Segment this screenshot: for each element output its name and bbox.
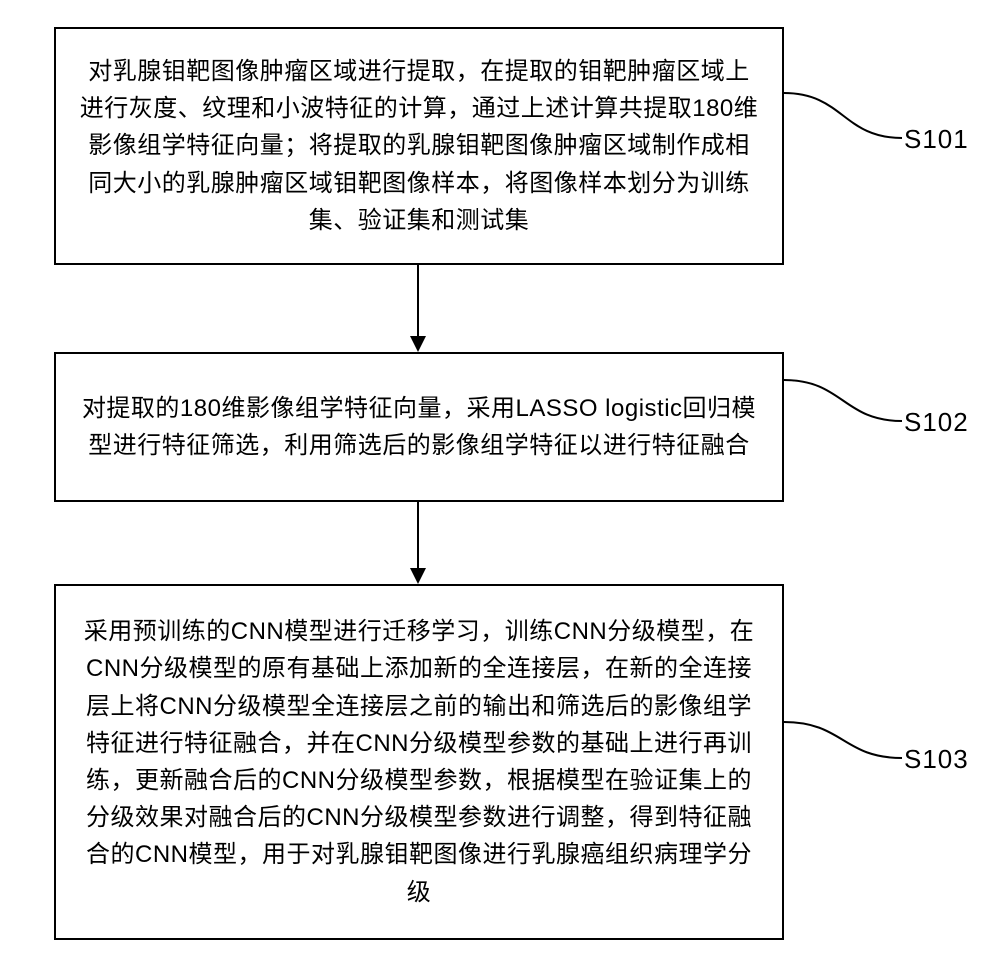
step-box-2: 对提取的180维影像组学特征向量，采用LASSO logistic回归模型进行特… [54, 352, 784, 502]
arrow-1-to-2 [398, 265, 438, 352]
step-text-1: 对乳腺钼靶图像肿瘤区域进行提取，在提取的钼靶肿瘤区域上进行灰度、纹理和小波特征的… [78, 53, 760, 239]
step-box-1: 对乳腺钼靶图像肿瘤区域进行提取，在提取的钼靶肿瘤区域上进行灰度、纹理和小波特征的… [54, 27, 784, 265]
step-box-3: 采用预训练的CNN模型进行迁移学习，训练CNN分级模型，在CNN分级模型的原有基… [54, 584, 784, 940]
arrow-2-to-3 [398, 502, 438, 584]
step-label-s103: S103 [904, 744, 969, 775]
label-connector-2 [784, 350, 906, 451]
label-connector-3 [784, 692, 906, 788]
step-label-s102: S102 [904, 407, 969, 438]
flowchart-canvas: 对乳腺钼靶图像肿瘤区域进行提取，在提取的钼靶肿瘤区域上进行灰度、纹理和小波特征的… [0, 0, 1000, 973]
step-text-3: 采用预训练的CNN模型进行迁移学习，训练CNN分级模型，在CNN分级模型的原有基… [78, 613, 760, 911]
step-label-s101: S101 [904, 124, 969, 155]
label-connector-1 [784, 63, 906, 168]
step-text-2: 对提取的180维影像组学特征向量，采用LASSO logistic回归模型进行特… [78, 390, 760, 464]
